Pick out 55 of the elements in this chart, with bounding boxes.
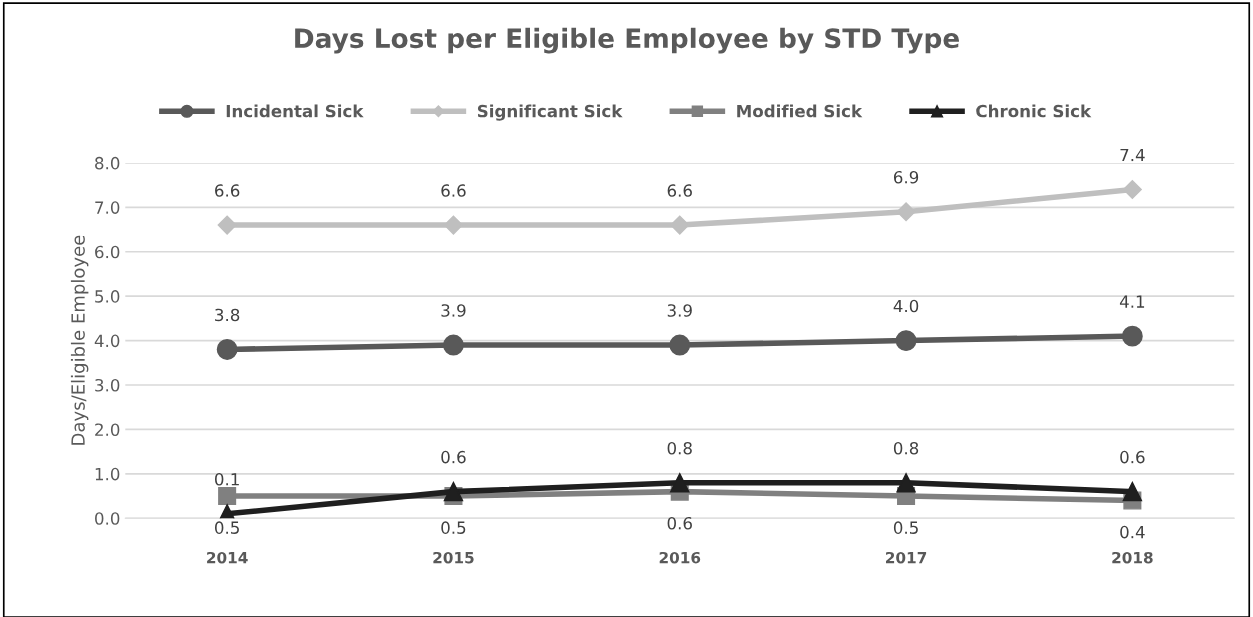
point — [1121, 325, 1143, 347]
point — [670, 215, 690, 235]
data-label: 6.6 — [441, 184, 466, 197]
point — [443, 481, 464, 502]
data-label: 0.5 — [893, 521, 918, 534]
legend-label: Chronic Sick — [976, 104, 1092, 118]
y-tick-label: 3.0 — [95, 378, 120, 392]
chart-title: Days Lost per Eligible Employee by STD Type — [295, 27, 959, 54]
data-label: 7.4 — [1120, 148, 1145, 162]
y-tick-label: 7.0 — [95, 201, 120, 214]
data-label: 3.8 — [215, 308, 240, 322]
data-label: 6.6 — [667, 184, 692, 197]
data-label: 6.6 — [215, 184, 240, 197]
point — [218, 487, 237, 506]
data-label: 0.6 — [1120, 450, 1145, 464]
data-label: 0.5 — [214, 521, 239, 534]
data-label: 0.4 — [1120, 525, 1145, 539]
legend-label: Incidental Sick — [226, 104, 364, 118]
y-axis-title: Days/Eligible Employee — [70, 235, 89, 445]
data-label: 3.9 — [667, 304, 692, 317]
data-label: 6.9 — [893, 170, 919, 184]
data-label: 0.8 — [893, 441, 919, 455]
point — [443, 334, 464, 356]
x-tick-label: 2017 — [886, 551, 927, 564]
x-tick-label: 2014 — [207, 551, 248, 564]
y-tick-label: 2.0 — [95, 423, 120, 436]
data-label: 0.5 — [441, 521, 466, 534]
y-tick-label: 5.0 — [95, 290, 120, 303]
data-label: 4.0 — [893, 299, 919, 313]
y-tick-label: 4.0 — [94, 334, 120, 348]
point — [895, 330, 917, 352]
y-tick-label: 1.0 — [95, 467, 120, 481]
point — [670, 473, 690, 493]
data-label: 0.1 — [214, 473, 239, 486]
point — [896, 202, 916, 222]
data-label: 0.6 — [441, 450, 466, 464]
legend-label: Significant Sick — [477, 104, 623, 121]
point — [217, 215, 237, 235]
point — [443, 215, 463, 235]
point — [896, 473, 916, 493]
y-tick-label: 8.0 — [95, 156, 120, 170]
x-tick-label: 2015 — [433, 551, 474, 564]
point — [1122, 481, 1143, 502]
data-label: 0.8 — [667, 441, 692, 455]
x-tick-label: 2016 — [659, 551, 701, 564]
legend-label: Modified Sick — [737, 104, 863, 118]
point — [1122, 180, 1142, 200]
data-label: 0.6 — [667, 516, 692, 530]
data-label: 3.9 — [441, 304, 466, 317]
x-tick-label: 2018 — [1112, 551, 1153, 564]
point — [216, 339, 238, 360]
data-label: 4.1 — [1119, 295, 1145, 308]
point — [669, 334, 691, 356]
y-tick-label: 0.0 — [95, 512, 120, 525]
y-tick-label: 6.0 — [95, 245, 120, 259]
